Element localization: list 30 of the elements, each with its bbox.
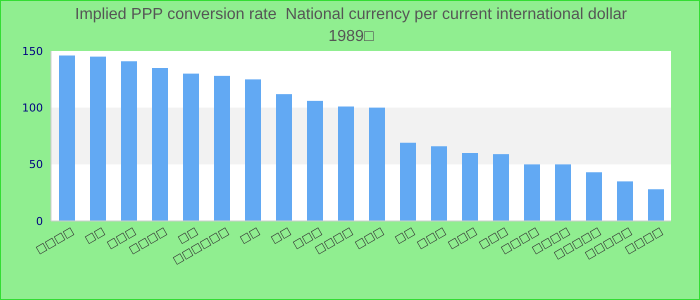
bar — [524, 164, 540, 221]
bar — [121, 61, 137, 221]
bar — [245, 79, 261, 221]
bar — [307, 100, 323, 221]
x-tick-label: □□ — [392, 224, 417, 246]
bar — [90, 56, 106, 221]
x-tick-label: □□ — [237, 224, 262, 246]
x-tick-label: □□ — [268, 224, 293, 246]
bar — [431, 146, 447, 221]
bar — [617, 181, 633, 221]
bar — [338, 106, 354, 221]
bar — [648, 189, 664, 221]
y-tick-label: 0 — [36, 214, 43, 228]
bar — [183, 74, 199, 221]
x-tick-label: □□ — [82, 224, 107, 246]
bar — [276, 94, 292, 221]
chart-title: Implied PPP conversion rate National currency per current international dollar — [74, 5, 628, 25]
bar — [586, 172, 602, 221]
bar — [400, 142, 416, 221]
bar — [152, 68, 168, 221]
bar — [493, 154, 509, 221]
bar — [59, 56, 75, 221]
y-tick-label: 100 — [22, 102, 43, 115]
bar — [369, 108, 385, 221]
y-tick-label: 150 — [22, 44, 43, 58]
chart-subtitle: 1989□ — [328, 28, 374, 45]
bar — [214, 76, 230, 221]
bar — [462, 153, 478, 221]
y-tick-label: 50 — [29, 158, 43, 172]
bar — [555, 164, 571, 221]
